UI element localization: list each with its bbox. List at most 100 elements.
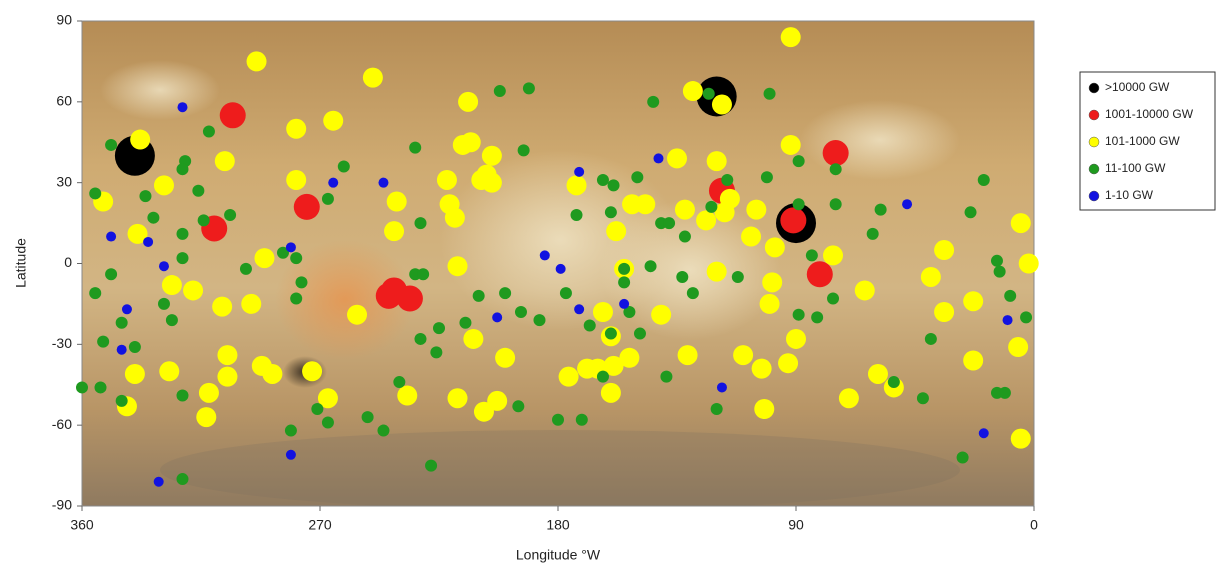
- point: [176, 228, 188, 240]
- point: [676, 271, 688, 283]
- point: [378, 178, 388, 188]
- point: [512, 400, 524, 412]
- point: [130, 130, 150, 150]
- point: [533, 314, 545, 326]
- point: [183, 280, 203, 300]
- point: [302, 361, 322, 381]
- point: [965, 206, 977, 218]
- point: [458, 92, 478, 112]
- point: [198, 214, 210, 226]
- point: [196, 407, 216, 427]
- point: [1004, 290, 1016, 302]
- point: [733, 345, 753, 365]
- point: [963, 351, 983, 371]
- point: [322, 416, 334, 428]
- point: [902, 199, 912, 209]
- point: [89, 287, 101, 299]
- point: [653, 153, 663, 163]
- point: [868, 364, 888, 384]
- point: [495, 348, 515, 368]
- point: [678, 345, 698, 365]
- legend-label: >10000 GW: [1105, 80, 1170, 94]
- point: [212, 297, 232, 317]
- point: [1008, 337, 1028, 357]
- y-tick-label: 60: [56, 93, 72, 109]
- point: [445, 208, 465, 228]
- point: [286, 119, 306, 139]
- point: [347, 305, 367, 325]
- y-axis-label: Latitude: [13, 238, 29, 288]
- point: [217, 367, 237, 387]
- y-tick-label: 90: [56, 12, 72, 28]
- point: [635, 194, 655, 214]
- point: [781, 27, 801, 47]
- point: [619, 299, 629, 309]
- y-tick-label: -30: [52, 335, 72, 351]
- point: [707, 262, 727, 282]
- point: [754, 399, 774, 419]
- point: [830, 198, 842, 210]
- point: [765, 237, 785, 257]
- point: [203, 125, 215, 137]
- point: [176, 252, 188, 264]
- y-tick-label: -90: [52, 497, 72, 513]
- point: [125, 364, 145, 384]
- point: [473, 290, 485, 302]
- point: [605, 328, 617, 340]
- point: [463, 329, 483, 349]
- point: [215, 151, 235, 171]
- point: [523, 82, 535, 94]
- point: [76, 381, 88, 393]
- point: [159, 261, 169, 271]
- point: [387, 192, 407, 212]
- point: [176, 473, 188, 485]
- point: [247, 51, 267, 71]
- point: [978, 174, 990, 186]
- point: [286, 242, 296, 252]
- point: [647, 96, 659, 108]
- point: [262, 364, 282, 384]
- point: [482, 146, 502, 166]
- point: [999, 387, 1011, 399]
- point: [294, 194, 320, 220]
- point: [934, 240, 954, 260]
- point: [286, 170, 306, 190]
- point: [762, 272, 782, 292]
- point: [807, 261, 833, 287]
- point: [608, 179, 620, 191]
- point: [177, 102, 187, 112]
- point: [823, 140, 849, 166]
- point: [601, 383, 621, 403]
- point: [117, 345, 127, 355]
- point: [917, 392, 929, 404]
- point: [393, 376, 405, 388]
- point: [409, 142, 421, 154]
- point: [764, 88, 776, 100]
- point: [780, 207, 806, 233]
- point: [159, 361, 179, 381]
- point: [384, 221, 404, 241]
- point: [492, 312, 502, 322]
- y-tick-label: -60: [52, 416, 72, 432]
- point: [122, 304, 132, 314]
- point: [778, 353, 798, 373]
- point: [154, 477, 164, 487]
- point: [162, 275, 182, 295]
- point: [618, 276, 630, 288]
- point: [823, 245, 843, 265]
- point: [732, 271, 744, 283]
- point: [285, 425, 297, 437]
- point: [925, 333, 937, 345]
- point: [487, 391, 507, 411]
- point: [559, 367, 579, 387]
- point: [139, 190, 151, 202]
- legend-label: 101-1000 GW: [1105, 134, 1180, 148]
- point: [1003, 315, 1013, 325]
- point: [363, 68, 383, 88]
- point: [760, 294, 780, 314]
- point: [1020, 311, 1032, 323]
- point: [95, 381, 107, 393]
- point: [574, 167, 584, 177]
- point: [290, 293, 302, 305]
- point: [574, 304, 584, 314]
